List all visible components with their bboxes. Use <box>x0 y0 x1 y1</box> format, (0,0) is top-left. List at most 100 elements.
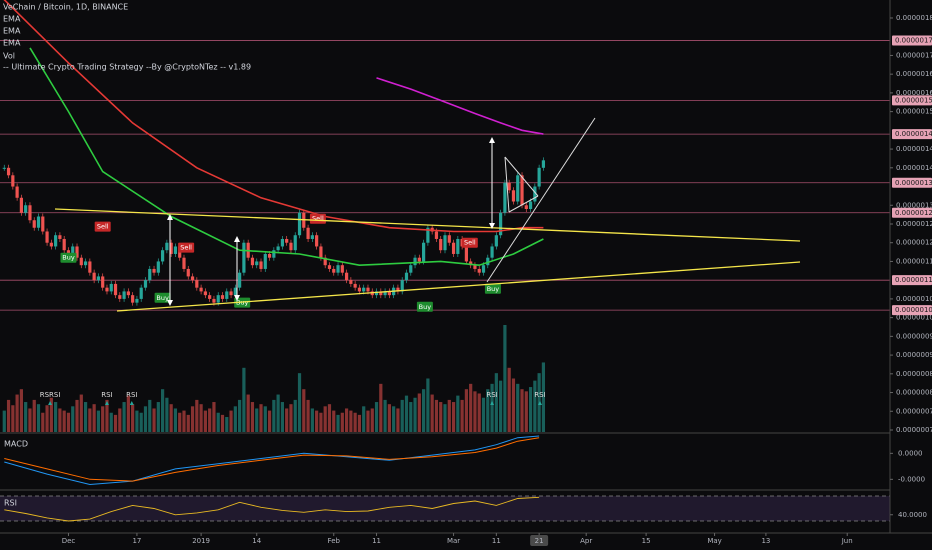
volume-bar <box>41 412 45 432</box>
signal-label: Buy <box>62 254 75 262</box>
volume-bar <box>113 414 118 432</box>
volume-bar <box>169 404 173 432</box>
symbol-title: VeChain / Bitcoin, 1D, BINANCE <box>3 3 128 12</box>
candle <box>160 250 165 262</box>
volume-bar <box>2 410 6 432</box>
volume-bar <box>332 410 336 432</box>
trendline <box>486 117 596 283</box>
volume-marker: RSI <box>534 391 545 399</box>
trendline <box>54 208 801 242</box>
marker-triangle <box>490 401 495 405</box>
rsi-line <box>4 496 540 522</box>
candle <box>225 291 229 299</box>
candle <box>481 265 486 273</box>
candle <box>520 175 524 206</box>
candle <box>58 235 62 239</box>
volume-bar <box>460 399 464 432</box>
volume-bar <box>447 399 451 432</box>
y-tick-label: 0.00000145 <box>896 145 932 153</box>
volume-bar <box>422 389 426 432</box>
y-tick-label: 0.00000155 <box>896 108 932 116</box>
candle <box>182 257 186 269</box>
volume-bar <box>323 406 327 432</box>
volume-bar <box>344 408 349 432</box>
x-tick-label: 2019 <box>192 537 210 545</box>
x-tick-label: 15 <box>642 537 651 545</box>
volume-bar <box>486 389 490 432</box>
volume-bar <box>229 410 233 432</box>
pane-title: MACD <box>4 440 28 449</box>
candle <box>289 242 293 251</box>
volume-bar <box>156 402 160 432</box>
volume-bar <box>477 393 481 432</box>
signal-label: Buy <box>419 303 432 311</box>
candle <box>148 268 152 281</box>
candle <box>195 280 199 288</box>
volume-bar <box>49 397 53 432</box>
volume-bar <box>109 412 113 432</box>
volume-bar <box>353 412 357 432</box>
volume-bar <box>490 383 494 432</box>
candle <box>426 227 430 243</box>
candle <box>400 280 404 292</box>
volume-bar <box>160 389 165 432</box>
volume-bar <box>327 404 332 432</box>
volume-bar <box>409 402 413 432</box>
volume-bar <box>208 408 212 432</box>
volume-bar <box>186 414 190 432</box>
volume-bar <box>366 410 370 432</box>
candle <box>96 276 101 281</box>
y-tick-label: 40.0000 <box>898 511 927 519</box>
candle <box>263 253 267 269</box>
volume-bar <box>96 410 101 432</box>
x-tick-label: 13 <box>761 537 770 545</box>
volume-bar <box>263 406 267 432</box>
legend-entry: Vol <box>3 52 15 61</box>
volume-bar <box>456 395 460 432</box>
y-tick-label: 0.00000125 <box>896 220 932 228</box>
candle <box>19 197 23 213</box>
legend-entry: -- Ultimate Crypto Trading Strategy --By… <box>3 63 251 72</box>
volume-bar <box>434 399 439 432</box>
candle <box>477 268 481 273</box>
x-tick-label: Feb <box>328 537 341 545</box>
candle <box>306 227 310 239</box>
volume-bar <box>24 402 28 432</box>
macd-line <box>4 437 540 482</box>
candle <box>24 205 28 213</box>
signal-label: Buy <box>156 294 169 302</box>
signal-label: Sell <box>464 239 476 247</box>
volume-bar <box>464 389 468 432</box>
candle <box>319 246 323 258</box>
candle <box>233 287 237 296</box>
volume-marker: RSI <box>486 391 497 399</box>
volume-bar <box>392 406 396 432</box>
x-tick-label: May <box>707 537 721 545</box>
level-label: 0.00000149 <box>895 130 932 138</box>
volume-bar <box>250 402 255 432</box>
level-tag <box>892 305 932 316</box>
candle <box>422 242 426 262</box>
candle <box>528 201 533 210</box>
level-label: 0.00000158 <box>895 96 932 104</box>
candle <box>473 265 477 269</box>
volume-bar <box>276 394 280 432</box>
candle <box>366 287 370 292</box>
drawings <box>54 117 801 312</box>
macd-line <box>4 435 540 486</box>
volume-bar <box>143 406 148 432</box>
candle <box>156 261 160 273</box>
volume-bar <box>135 410 139 432</box>
volume-bar <box>255 408 259 432</box>
candle <box>439 238 443 251</box>
candle <box>315 235 319 247</box>
candle <box>242 242 246 273</box>
volume-bar <box>310 408 314 432</box>
volume-bar <box>105 399 109 432</box>
candle <box>88 261 92 273</box>
